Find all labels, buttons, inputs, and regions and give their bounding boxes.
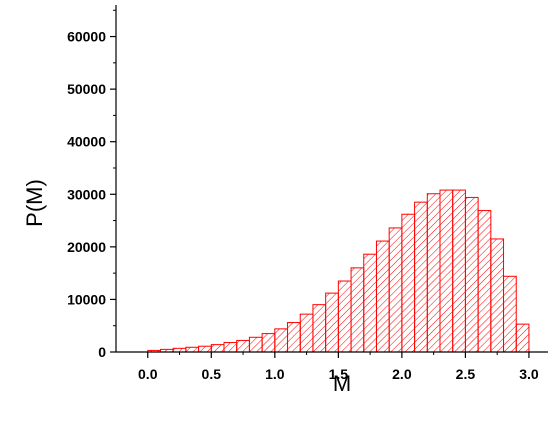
histogram-bar — [350, 267, 365, 353]
histogram-bar — [261, 333, 276, 353]
y-tick-label: 10000 — [67, 291, 106, 307]
x-axis-title: M — [333, 371, 351, 396]
histogram-bar — [236, 339, 250, 353]
histogram-bar — [439, 189, 454, 353]
x-tick-label: 2.0 — [392, 366, 412, 382]
histogram-bar — [477, 210, 492, 353]
y-tick-label: 50000 — [67, 81, 106, 97]
histogram-bar — [210, 344, 225, 353]
histogram-bar — [401, 213, 416, 353]
x-tick-label: 1.5 — [329, 366, 349, 382]
ticks: 0.0 0.5 1.0 1.5 2.0 2.5 3.0 0 10000 20000 30000 400… — [67, 9, 539, 382]
y-tick-label: 30000 — [67, 186, 106, 202]
x-tick-label: 2.5 — [456, 366, 476, 382]
histogram-bar — [299, 313, 314, 353]
histogram-bar — [312, 304, 327, 353]
histogram-bar — [490, 238, 505, 353]
histogram-bar — [426, 193, 441, 353]
y-tick-label: 60000 — [67, 29, 106, 45]
y-tick-label: 40000 — [67, 134, 106, 150]
histogram-bars — [147, 189, 530, 353]
x-tick-label: 0.0 — [138, 366, 158, 382]
histogram-bar — [375, 240, 390, 353]
x-tick-label: 0.5 — [202, 366, 222, 382]
histogram-bar — [274, 328, 289, 353]
x-tick-label: 3.0 — [519, 366, 539, 382]
histogram-bar — [515, 323, 530, 353]
histogram-bar — [503, 275, 517, 353]
histogram-bar — [337, 280, 352, 353]
y-axis-title: P(M) — [22, 179, 47, 227]
histogram-bar — [452, 189, 466, 353]
x-tick-label: 1.0 — [265, 366, 285, 382]
histogram-bar — [198, 345, 212, 353]
histogram-bar — [325, 292, 339, 353]
histogram-bar — [388, 227, 403, 353]
histogram-bar — [287, 322, 301, 353]
histogram-bar — [414, 201, 428, 353]
histogram-bar — [223, 342, 238, 353]
histogram-bar — [363, 253, 377, 353]
histogram-bar — [464, 196, 479, 353]
histogram-bar — [248, 336, 263, 353]
y-tick-label: 20000 — [67, 239, 106, 255]
histogram-bar — [185, 346, 200, 353]
y-tick-label: 0 — [98, 344, 106, 360]
